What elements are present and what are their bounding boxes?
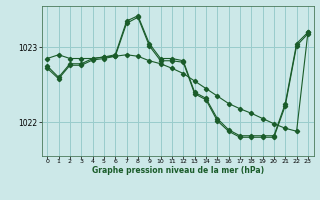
X-axis label: Graphe pression niveau de la mer (hPa): Graphe pression niveau de la mer (hPa) xyxy=(92,166,264,175)
